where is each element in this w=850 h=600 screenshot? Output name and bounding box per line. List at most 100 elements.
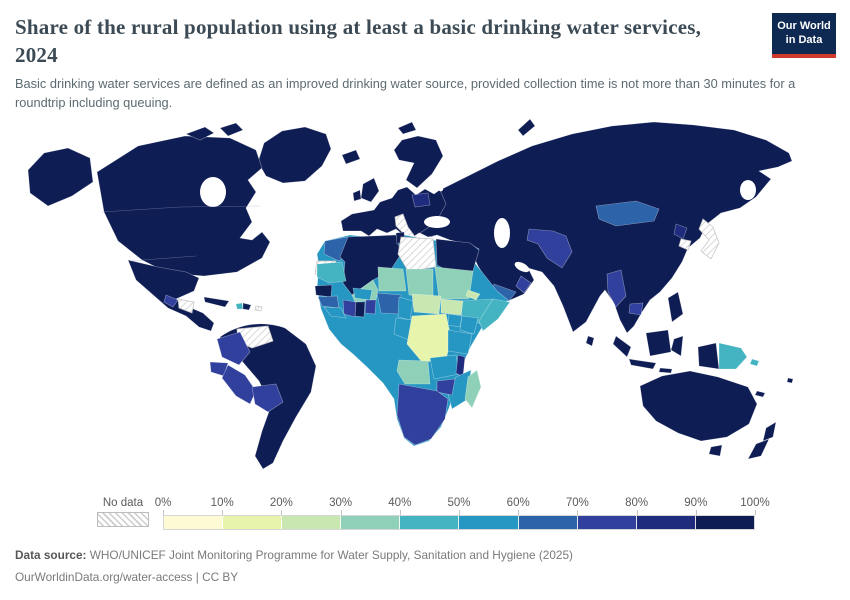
country-oman[interactable]: [515, 275, 532, 294]
country-uganda[interactable]: [447, 313, 463, 328]
tick-0: 0%: [154, 497, 172, 509]
country-greenland[interactable]: [257, 126, 332, 184]
country-sumatra[interactable]: [612, 335, 632, 358]
country-svalbard[interactable]: [397, 121, 417, 135]
owid-link[interactable]: OurWorldinData.org/water-access | CC BY: [15, 569, 239, 584]
country-borneo[interactable]: [645, 329, 672, 357]
tick-60: 60%: [506, 497, 530, 509]
country-united-kingdom[interactable]: [360, 177, 380, 203]
map-legend: No data 0% 10% 20% 30% 40% 50% 60% 70% 8…: [97, 497, 770, 533]
legend-swatch-40-50[interactable]: [400, 516, 460, 529]
tick-90: 90%: [684, 497, 708, 509]
country-sulawesi[interactable]: [670, 335, 684, 357]
country-new-caledonia[interactable]: [754, 390, 766, 398]
country-tanzania[interactable]: [447, 329, 473, 355]
country-west-papua[interactable]: [697, 342, 720, 370]
tick-mark: [636, 510, 638, 515]
country-zimbabwe[interactable]: [436, 378, 456, 396]
country-chad[interactable]: [405, 268, 434, 298]
no-data-swatch[interactable]: [97, 512, 149, 527]
us-canada-border: [101, 205, 261, 213]
no-data-label: No data: [102, 497, 144, 509]
owid-logo[interactable]: Our World in Data: [772, 13, 836, 58]
country-myanmar[interactable]: [606, 269, 627, 308]
country-puerto-rico[interactable]: [254, 305, 263, 312]
legend-swatch-30-40[interactable]: [341, 516, 401, 529]
country-southern-africa[interactable]: [396, 383, 449, 446]
country-mexico[interactable]: [127, 259, 215, 332]
country-scandinavia[interactable]: [393, 135, 444, 189]
country-south-sudan[interactable]: [440, 298, 464, 316]
data-source-text: WHO/UNICEF Joint Monitoring Programme fo…: [86, 548, 573, 562]
country-mongolia[interactable]: [595, 200, 660, 227]
country-cambodia[interactable]: [628, 302, 644, 316]
country-peru[interactable]: [221, 364, 257, 405]
tick-40: 40%: [388, 497, 412, 509]
legend-swatch-50-60[interactable]: [459, 516, 519, 529]
legend-swatch-20-30[interactable]: [282, 516, 342, 529]
country-iceland[interactable]: [341, 149, 361, 165]
country-niger[interactable]: [377, 266, 407, 292]
country-angola[interactable]: [396, 359, 431, 385]
country-papua-new-guinea[interactable]: [718, 342, 748, 370]
country-cameroon[interactable]: [397, 296, 414, 321]
country-nigeria[interactable]: [376, 292, 402, 315]
legend-swatch-90-100[interactable]: [695, 516, 754, 529]
data-source-label: Data source:: [15, 548, 87, 562]
legend-color-bar: [163, 515, 755, 530]
country-canadian-arctic-2[interactable]: [219, 122, 244, 137]
country-eritrea[interactable]: [465, 289, 481, 301]
country-java[interactable]: [628, 358, 657, 370]
legend-swatch-80-90[interactable]: [636, 516, 696, 529]
country-poland[interactable]: [411, 192, 431, 208]
country-sri-lanka[interactable]: [585, 335, 595, 347]
logo-line1: Our World: [777, 20, 831, 32]
country-central-african-republic[interactable]: [411, 293, 442, 315]
legend-swatch-10-20[interactable]: [223, 516, 283, 529]
country-solomon-islands[interactable]: [749, 358, 760, 367]
country-honduras-nicaragua[interactable]: [177, 298, 195, 314]
legend-swatch-0-10[interactable]: [164, 516, 224, 529]
country-canadian-arctic[interactable]: [185, 126, 215, 141]
country-south-korea[interactable]: [678, 238, 692, 251]
country-afghanistan-pakistan[interactable]: [526, 228, 573, 269]
country-philippines[interactable]: [667, 291, 684, 323]
country-bolivia[interactable]: [251, 383, 284, 413]
country-australia[interactable]: [639, 370, 758, 442]
country-mauritania[interactable]: [316, 261, 347, 284]
country-lesser-sunda[interactable]: [658, 367, 673, 374]
country-colombia[interactable]: [216, 331, 251, 366]
country-madagascar[interactable]: [464, 369, 482, 409]
country-dominican-republic[interactable]: [242, 302, 252, 311]
legend-no-data[interactable]: No data: [97, 497, 149, 527]
country-ghana[interactable]: [354, 301, 366, 318]
country-guatemala[interactable]: [163, 294, 179, 308]
country-alaska[interactable]: [27, 147, 94, 207]
country-somalia[interactable]: [478, 298, 511, 332]
country-haiti[interactable]: [235, 302, 244, 310]
country-new-zealand-north[interactable]: [762, 421, 777, 442]
country-japan[interactable]: [698, 218, 720, 260]
country-senegal[interactable]: [314, 284, 333, 298]
tick-10: 10%: [210, 497, 234, 509]
country-novaya-zemlya[interactable]: [517, 118, 536, 137]
country-burkina-faso[interactable]: [352, 287, 373, 301]
legend-swatch-70-80[interactable]: [577, 516, 637, 529]
tick-80: 80%: [625, 497, 649, 509]
country-ivory-coast[interactable]: [342, 299, 357, 318]
country-benin-togo[interactable]: [364, 299, 377, 315]
country-north-korea[interactable]: [673, 223, 688, 240]
country-new-zealand-south[interactable]: [747, 438, 770, 460]
country-sudan[interactable]: [434, 266, 474, 300]
country-kenya[interactable]: [459, 315, 479, 335]
tick-50: 50%: [447, 497, 471, 509]
tick-mark: [459, 510, 460, 515]
country-fiji[interactable]: [786, 377, 794, 384]
legend-swatch-60-70[interactable]: [518, 516, 578, 529]
country-sierra-leone-liberia[interactable]: [323, 306, 347, 319]
country-ireland[interactable]: [352, 189, 362, 202]
country-cuba[interactable]: [203, 296, 230, 308]
country-tasmania[interactable]: [708, 444, 723, 457]
